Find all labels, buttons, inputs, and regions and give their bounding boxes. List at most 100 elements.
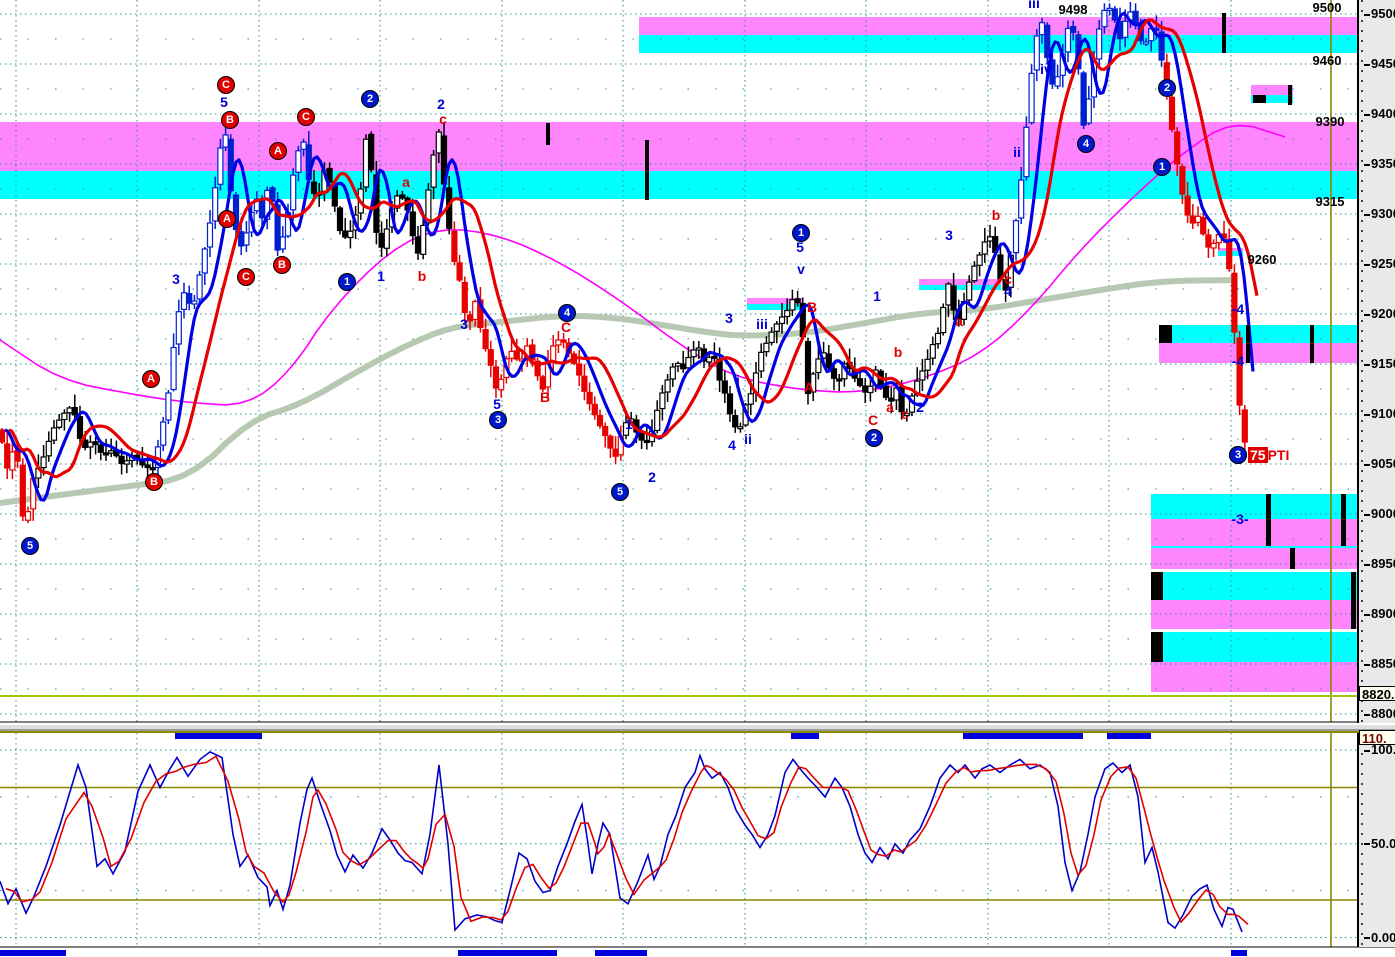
wave-label-1: 1	[873, 288, 881, 304]
wave-label-B: B	[539, 389, 551, 405]
elliott-wave-circle-4: 4	[558, 304, 576, 322]
panel-splitter[interactable]	[0, 723, 1395, 733]
wave-label-b: b	[893, 344, 903, 360]
oscillator-axis[interactable]: 110. 100.0 50.00 0.00	[1357, 730, 1395, 947]
wave-label-9315: 9315	[1315, 194, 1345, 209]
oscillator-axis-label: 100.0	[1364, 743, 1395, 757]
price-axis-label: 9450	[1364, 57, 1395, 71]
elliott-wave-circle-B: B	[221, 111, 239, 129]
wave-label-9498: 9498	[1058, 2, 1088, 17]
elliott-wave-circle-1: 1	[792, 224, 810, 242]
oscillator-axis-ticks	[1361, 733, 1363, 947]
wave-label-5: 5	[493, 396, 501, 412]
wave-label-c: c	[439, 111, 447, 127]
wave-label-9390: 9390	[1315, 114, 1345, 129]
wave-label-c: c	[901, 406, 909, 422]
wave-label-2: 2	[437, 96, 445, 112]
wave-label-a: a	[955, 313, 963, 329]
elliott-wave-circle-5: 5	[611, 483, 629, 501]
oscillator-layer	[0, 750, 1249, 933]
price-axis-label: 9500	[1364, 7, 1395, 21]
oscillator-axis-label: 50.00	[1364, 836, 1395, 851]
wave-label-v: v	[797, 261, 805, 277]
wave-label-3: 3	[945, 227, 953, 243]
pti-value: 75	[1248, 447, 1268, 463]
wave-label-9500: 9500	[1312, 0, 1342, 15]
dma-red	[8, 18, 1259, 479]
signal-bar-upper	[1107, 733, 1151, 739]
wave-label-5: 5	[796, 239, 804, 255]
wave-label-9260: 9260	[1247, 252, 1277, 267]
wave-label-b: b	[991, 207, 1001, 223]
elliott-wave-circle-C: C	[217, 76, 235, 94]
elliott-wave-circle-A: A	[269, 142, 287, 160]
moving-averages	[4, 11, 1259, 502]
price-axis-ticks	[1361, 0, 1363, 723]
price-axis-label: 9250	[1364, 257, 1395, 271]
oscillator-axis-label: 0.00	[1364, 930, 1395, 945]
price-axis-label: 9000	[1364, 507, 1395, 521]
wave-label-a: a	[886, 399, 894, 415]
elliott-wave-circle-5: 5	[21, 537, 39, 555]
wave-label-1: 1	[377, 268, 385, 284]
elliott-wave-circle-B: B	[145, 473, 163, 491]
dma-blue	[4, 11, 1255, 502]
elliott-wave-circle-3: 3	[489, 411, 507, 429]
wave-label--4: -4	[1231, 301, 1245, 317]
price-axis-label: 8850	[1364, 657, 1395, 671]
pti-label: 75 PTI	[1248, 447, 1289, 463]
signal-bar-upper	[963, 733, 1083, 739]
wave-label-9460: 9460	[1312, 53, 1342, 68]
wave-label-ii: ii	[744, 431, 752, 447]
price-axis-label: 9100	[1364, 407, 1395, 421]
wave-label-b: b	[417, 268, 427, 284]
wave-label-C: C	[867, 412, 879, 428]
price-axis-label: 9300	[1364, 207, 1395, 221]
last-price-box: 8820.	[1359, 686, 1395, 702]
price-axis[interactable]: 8820. 9500 9450 9400 9350 9300 9250 9200 9150 91…	[1357, 0, 1395, 723]
oscillator-top-value-box: 110.	[1359, 730, 1395, 746]
oscillator-blue-line	[0, 750, 1243, 933]
elliott-wave-circle-4: 4	[1077, 135, 1095, 153]
price-axis-label: 8900	[1364, 607, 1395, 621]
elliott-wave-circle-1: 1	[338, 273, 356, 291]
elliott-wave-circle-A: A	[218, 210, 236, 228]
wave-label-3: 3	[725, 310, 733, 326]
wave-label-1: 1	[625, 416, 633, 432]
elliott-wave-circle-B: B	[273, 256, 291, 274]
wave-label-3: 3	[172, 271, 180, 287]
signal-bar-lower	[1231, 950, 1247, 956]
wave-label-i: i	[736, 372, 740, 388]
elliott-wave-circle-2: 2	[865, 429, 883, 447]
signal-bar-lower	[0, 950, 66, 956]
price-axis-label: 9200	[1364, 307, 1395, 321]
wave-label-iii: iii	[756, 316, 768, 332]
wave-label-C: C	[560, 319, 572, 335]
wave-label-B: B	[806, 299, 818, 315]
wave-label-3: 3	[460, 316, 468, 332]
slow-indicator-lines	[0, 124, 1286, 506]
pti-suffix: PTI	[1267, 447, 1290, 463]
wave-label-a: a	[402, 174, 410, 190]
signal-bar-upper	[175, 733, 262, 739]
price-axis-label: 8800	[1364, 707, 1395, 721]
elliott-wave-circle-2: 2	[361, 90, 379, 108]
bottom-strip	[0, 948, 1395, 957]
price-axis-label: 9050	[1364, 457, 1395, 471]
oscillator-red-line	[5, 755, 1249, 925]
wave-label-5: 5	[220, 94, 228, 110]
price-axis-label: 9350	[1364, 157, 1395, 171]
wave-label--4: -4	[1231, 353, 1245, 369]
elliott-wave-circle-3: 3	[1229, 446, 1247, 464]
wave-label-iii: iii	[1028, 0, 1040, 11]
wave-label-2: 2	[648, 469, 656, 485]
wave-label--3-: -3-	[1231, 511, 1249, 527]
wave-label-2: 2	[916, 399, 924, 415]
wave-label-c: c	[1004, 271, 1012, 287]
price-axis-label: 9150	[1364, 357, 1395, 371]
wave-label-A: A	[803, 379, 815, 395]
band-tick-marks	[546, 13, 1356, 662]
